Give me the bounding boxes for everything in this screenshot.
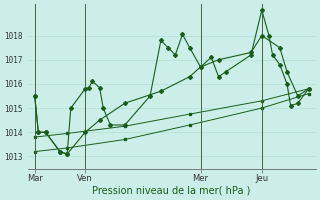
X-axis label: Pression niveau de la mer( hPa ): Pression niveau de la mer( hPa ) bbox=[92, 186, 251, 196]
